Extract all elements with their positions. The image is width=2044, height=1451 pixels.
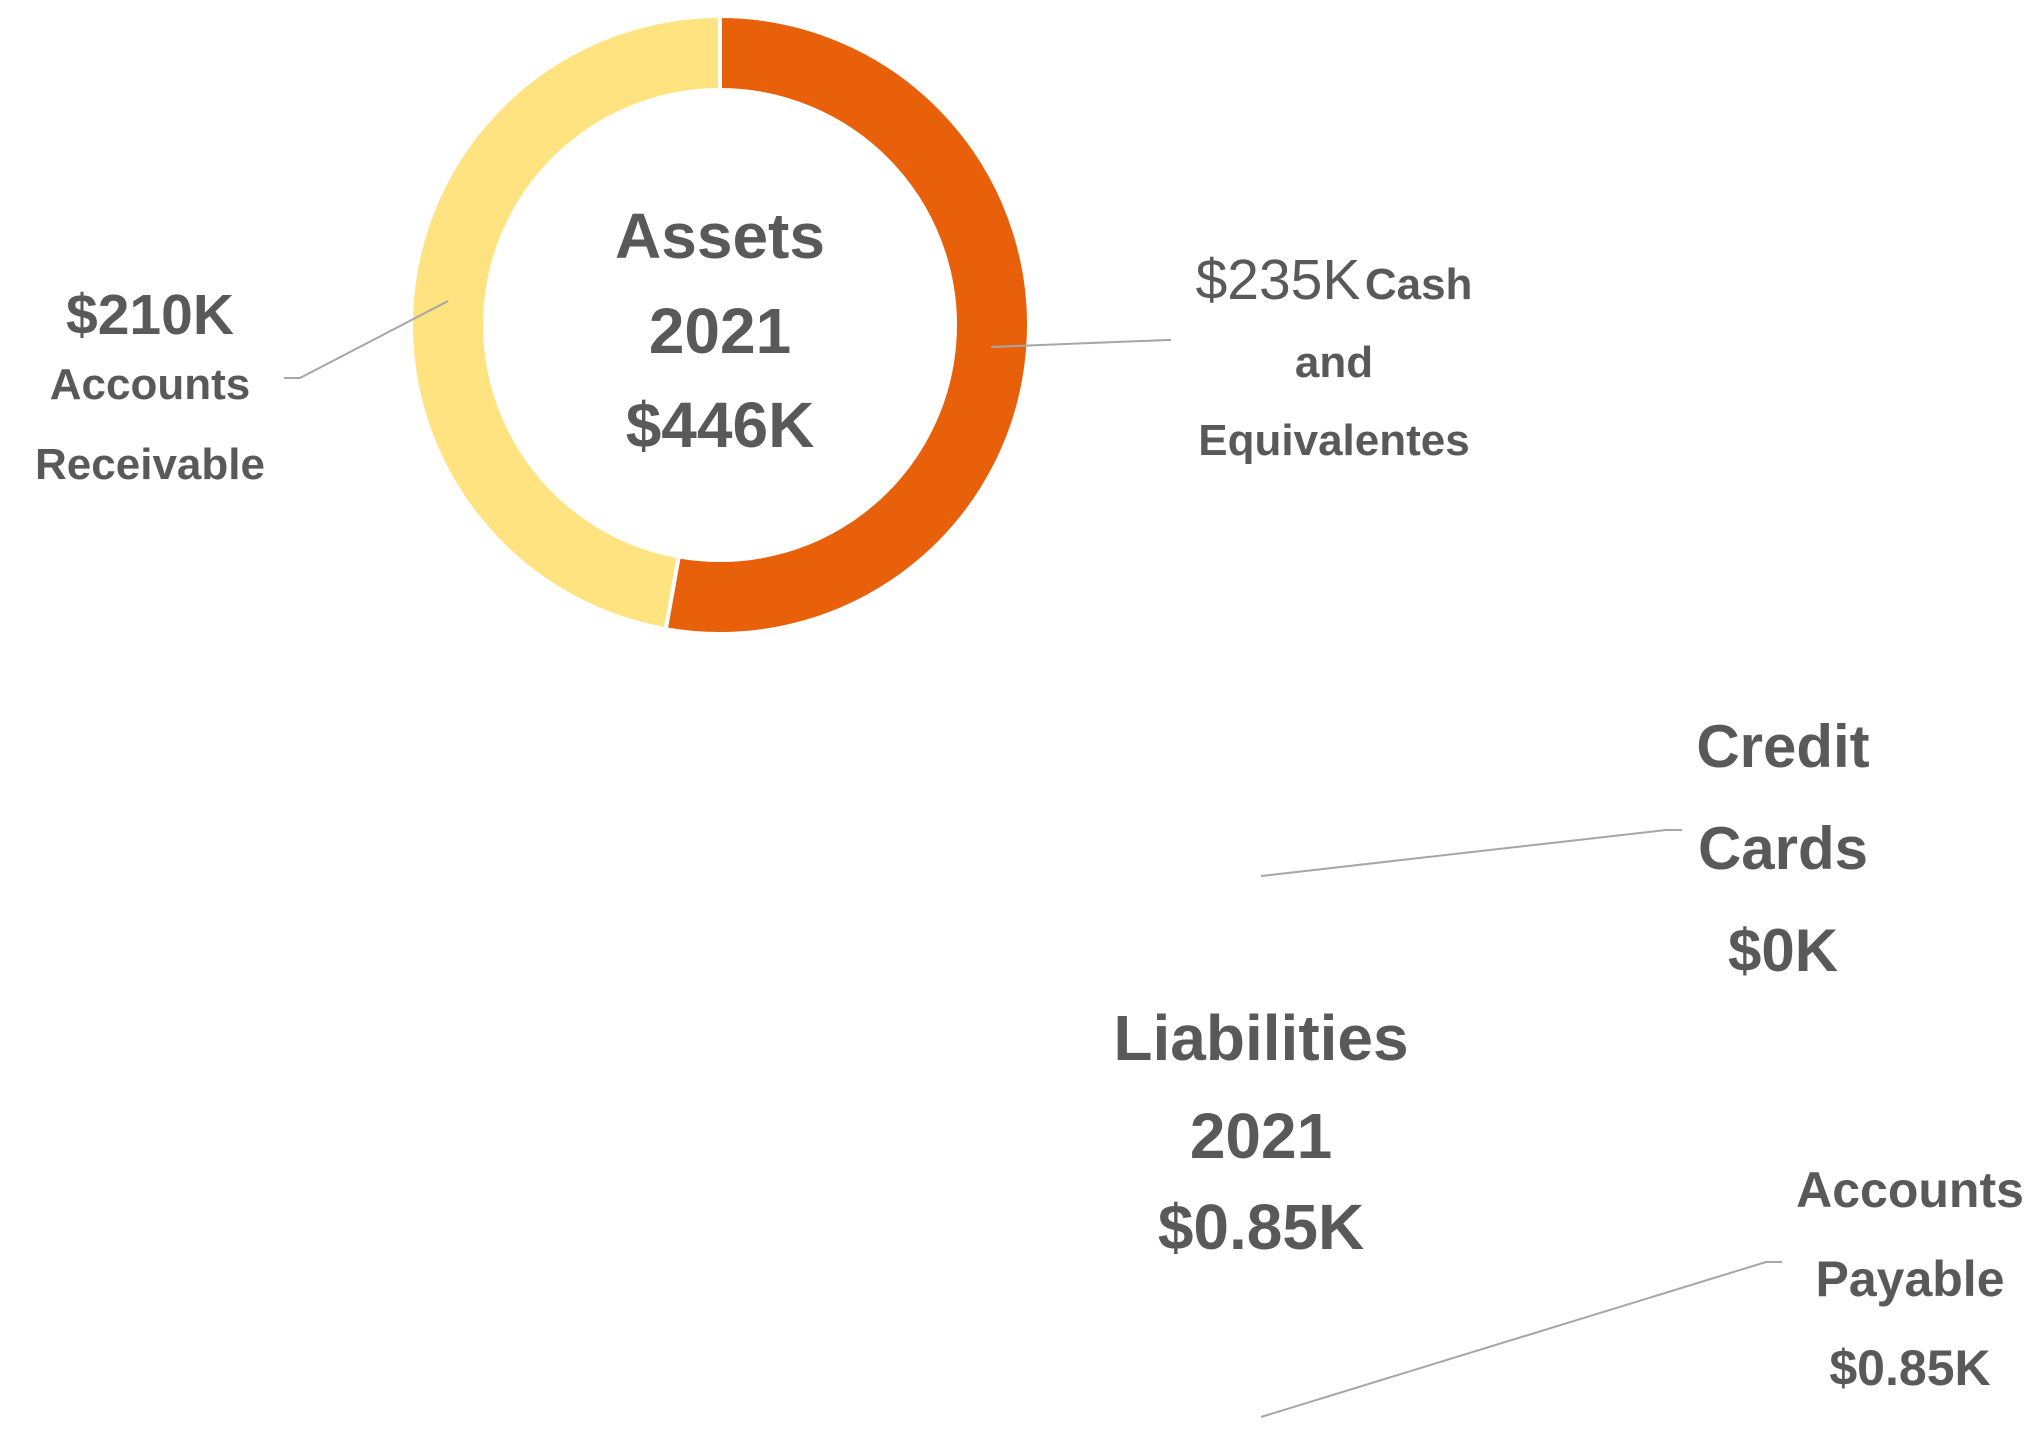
leader-line bbox=[1260, 1261, 1782, 1418]
center-total-label: $446K bbox=[626, 389, 815, 461]
donut-segment bbox=[409, 13, 722, 632]
center-subtitle: 2021 bbox=[649, 295, 791, 367]
center-title: Liabilities bbox=[1113, 1002, 1408, 1074]
value-label: $0K bbox=[1727, 917, 1839, 984]
data-label: $210K Accounts Receivable bbox=[20, 280, 280, 510]
category-label: Accounts Payable bbox=[1796, 1162, 2024, 1307]
value-label: $0.85K bbox=[1829, 1340, 1991, 1396]
data-label: Accounts Payable $0.85K bbox=[1785, 1152, 2035, 1407]
leader-line bbox=[990, 339, 1171, 348]
value-label: $235K bbox=[1195, 248, 1361, 312]
data-label: Credit Cards $0K bbox=[1653, 704, 1913, 994]
category-label: Credit Cards bbox=[1696, 713, 1870, 882]
category-label: Accounts Receivable bbox=[35, 360, 265, 489]
center-subtitle: 2021 bbox=[1190, 1100, 1332, 1172]
category-label: Cash and Equivalentes bbox=[1198, 260, 1473, 465]
center-total-label: $0.85K bbox=[1158, 1191, 1364, 1263]
data-label: $235K Cash and Equivalentes bbox=[1154, 246, 1514, 485]
leader-line bbox=[284, 300, 449, 379]
donut-segment bbox=[663, 13, 1031, 636]
leader-line bbox=[1260, 829, 1682, 877]
center-title: Assets bbox=[615, 200, 825, 272]
value-label: $210K bbox=[66, 283, 234, 347]
